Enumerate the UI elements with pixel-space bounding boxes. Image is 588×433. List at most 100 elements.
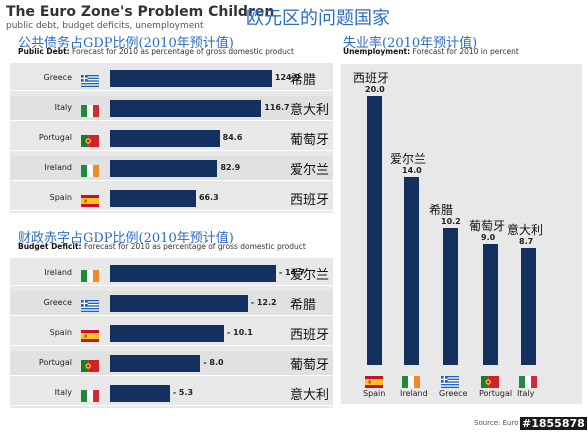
- unemployment-value-label: 20.0: [365, 85, 385, 95]
- unemployment-bar: [483, 244, 498, 365]
- deficit-row: Greece - 12.2 希腊: [10, 291, 333, 316]
- debt-row: Greece 124.9 希腊: [10, 66, 333, 91]
- debt-country-label: Portugal: [38, 133, 72, 142]
- debt-row: Ireland 82.9 爱尔兰: [10, 156, 333, 181]
- spain-flag-icon: [80, 192, 100, 207]
- chart-title-en: The Euro Zone's Problem Children: [6, 4, 275, 20]
- deficit-country-label-cn: 西班牙: [290, 328, 330, 343]
- unemployment-bar: [443, 228, 458, 365]
- debt-sub-bold: Public Debt:: [18, 47, 70, 56]
- debt-row: Spain 66.3 西班牙: [10, 186, 333, 211]
- spain-flag-icon: [364, 373, 384, 388]
- deficit-value-label: - 8.0: [203, 358, 224, 367]
- portugal-flag-icon: [80, 132, 100, 147]
- unemployment-country-label-cn: 希腊: [429, 203, 454, 218]
- deficit-subheading: Budget Deficit: Forecast for 2010 as per…: [18, 242, 306, 251]
- debt-value-label: 82.9: [220, 163, 241, 172]
- debt-row: Italy 116.7 意大利: [10, 96, 333, 121]
- italy-flag-icon: [80, 102, 100, 117]
- deficit-country-label-cn: 爱尔兰: [290, 268, 330, 283]
- deficit-sub-bold: Budget Deficit:: [18, 242, 82, 251]
- debt-chart-panel: Greece 124.9 希腊 Italy 116.7 意大利 Portugal 84.6 葡萄…: [10, 63, 333, 213]
- deficit-heading-cn: 财政赤字占GDP比例(2010年预计值): [18, 231, 234, 246]
- chart-title-cn: 欧元区的问题国家: [246, 8, 390, 29]
- deficit-chart-panel: Ireland - 14.7 爱尔兰 Greece - 12.2 希腊 Spain - 10.…: [10, 258, 333, 408]
- portugal-flag-icon: [80, 357, 100, 372]
- debt-heading-cn: 公共债务占GDP比例(2010年预计值): [18, 36, 234, 51]
- deficit-row: Portugal - 8.0 葡萄牙: [10, 351, 333, 376]
- debt-country-label-cn: 意大利: [290, 103, 330, 118]
- deficit-country-label: Greece: [43, 298, 72, 307]
- deficit-country-label: Ireland: [44, 268, 72, 277]
- debt-value-label: 116.7: [264, 103, 290, 112]
- deficit-country-label-cn: 葡萄牙: [290, 358, 330, 373]
- debt-country-label-cn: 西班牙: [290, 193, 330, 208]
- ireland-flag-icon: [401, 373, 421, 388]
- debt-country-label-cn: 葡萄牙: [290, 133, 330, 148]
- debt-value-label: 84.6: [222, 133, 243, 142]
- debt-sub-text: Forecast for 2010 as percentage of gross…: [69, 47, 294, 56]
- italy-flag-icon: [518, 373, 538, 388]
- unemployment-country-label: Italy: [517, 389, 535, 398]
- deficit-bar: [110, 355, 201, 372]
- unemployment-country-label: Spain: [363, 389, 386, 398]
- debt-country-label: Ireland: [44, 163, 72, 172]
- debt-bar: [110, 160, 218, 177]
- unemployment-country-label: Greece: [439, 389, 468, 398]
- deficit-bar: [110, 325, 225, 342]
- greece-flag-icon: [80, 297, 100, 312]
- debt-country-label-cn: 希腊: [290, 73, 317, 88]
- debt-bar: [110, 70, 272, 87]
- unemployment-value-label: 8.7: [519, 237, 534, 247]
- deficit-row: Ireland - 14.7 爱尔兰: [10, 261, 333, 286]
- unemployment-value-label: 9.0: [481, 233, 496, 243]
- deficit-row: Spain - 10.1 西班牙: [10, 321, 333, 346]
- debt-value-label: 66.3: [198, 193, 219, 202]
- debt-country-label: Italy: [54, 103, 72, 112]
- deficit-bar: [110, 295, 248, 312]
- debt-bar: [110, 100, 262, 117]
- debt-bar: [110, 130, 220, 147]
- deficit-country-label: Spain: [49, 328, 72, 337]
- deficit-bar: [110, 385, 170, 402]
- unemployment-value-label: 10.2: [441, 217, 461, 227]
- deficit-value-label: - 14.7: [278, 268, 305, 277]
- debt-country-label: Spain: [49, 193, 72, 202]
- deficit-value-label: - 12.2: [250, 298, 277, 307]
- debt-country-label: Greece: [43, 73, 72, 82]
- deficit-row: Italy - 5.3 意大利: [10, 381, 333, 406]
- unemployment-country-label: Portugal: [479, 389, 513, 398]
- unemployment-bar: [404, 177, 419, 365]
- unemployment-heading-cn: 失业率(2010年预计值): [343, 36, 478, 51]
- unemployment-sub-text: Forecast for 2010 in percent: [410, 47, 519, 56]
- unemployment-country-label-cn: 爱尔兰: [390, 152, 427, 166]
- unemployment-country-label-cn: 西班牙: [353, 71, 390, 86]
- deficit-country-label: Italy: [54, 388, 72, 397]
- greece-flag-icon: [80, 72, 100, 87]
- spain-flag-icon: [80, 327, 100, 342]
- italy-flag-icon: [80, 387, 100, 402]
- debt-subheading: Public Debt: Forecast for 2010 as percen…: [18, 47, 294, 56]
- debt-bar: [110, 190, 196, 207]
- unemployment-country-label-cn: 葡萄牙: [469, 219, 506, 234]
- unemployment-bar: [367, 96, 382, 365]
- deficit-value-label: - 5.3: [172, 388, 194, 397]
- deficit-bar: [110, 265, 276, 282]
- debt-value-label: 124.9: [274, 73, 301, 82]
- deficit-country-label-cn: 意大利: [290, 388, 330, 403]
- unemployment-country-label: Ireland: [400, 389, 428, 398]
- unemployment-subheading: Unemployment: Forecast for 2010 in perce…: [343, 47, 519, 56]
- chart-subtitle-en: public debt, budget deficits, unemployme…: [6, 21, 204, 31]
- deficit-sub-text: Forecast for 2010 as percentage of gross…: [81, 242, 306, 251]
- unemployment-sub-bold: Unemployment:: [343, 47, 411, 56]
- deficit-country-label-cn: 希腊: [290, 298, 317, 313]
- unemployment-chart-panel: 20.0 西班牙 Spain 14.0 爱尔兰 Ireland 10.2 希腊 Greece 9.…: [341, 64, 582, 404]
- unemployment-bar: [521, 248, 536, 365]
- image-id-stamp: #1855878: [520, 417, 587, 430]
- ireland-flag-icon: [80, 162, 100, 177]
- source-note: Source: Euro: [474, 419, 519, 427]
- debt-row: Portugal 84.6 葡萄牙: [10, 126, 333, 151]
- unemployment-country-label-cn: 意大利: [507, 223, 544, 238]
- unemployment-value-label: 14.0: [402, 166, 422, 175]
- greece-flag-icon: [440, 373, 460, 388]
